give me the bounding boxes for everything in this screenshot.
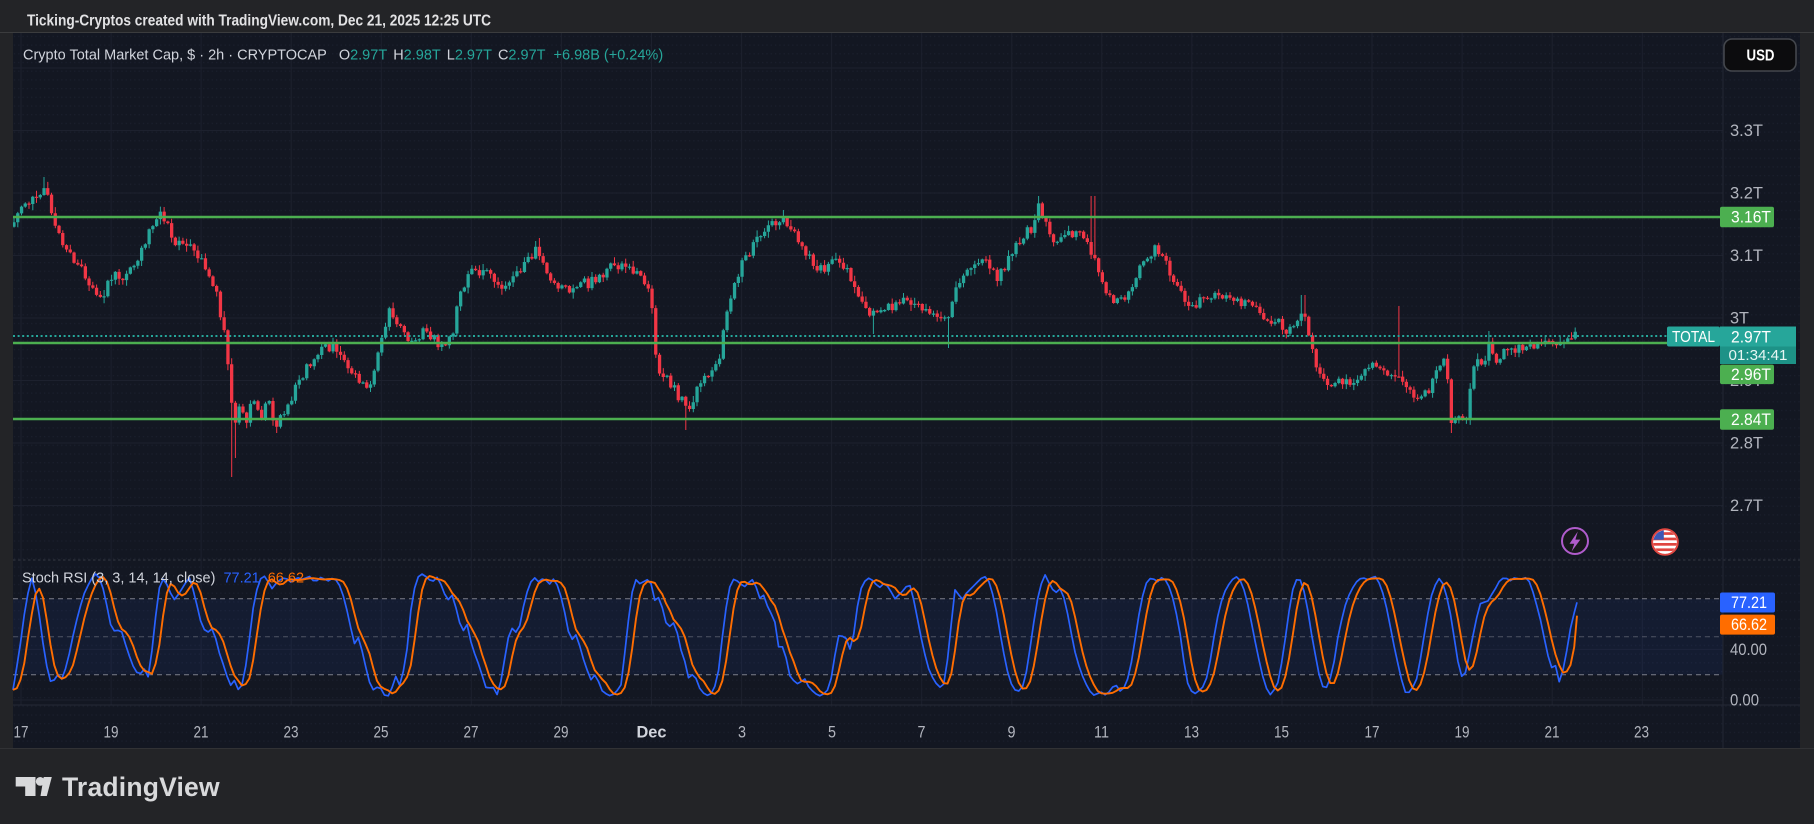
svg-text:19: 19 xyxy=(1455,723,1470,741)
svg-text:19: 19 xyxy=(104,723,119,741)
svg-text:3.16T: 3.16T xyxy=(1731,208,1771,227)
svg-text:11: 11 xyxy=(1094,723,1109,741)
svg-text:9: 9 xyxy=(1008,723,1016,741)
svg-text:Ticking-Cryptos created with T: Ticking-Cryptos created with TradingView… xyxy=(27,13,491,30)
svg-text:01:34:41: 01:34:41 xyxy=(1729,348,1788,364)
svg-text:7: 7 xyxy=(918,723,926,741)
svg-text:66.62: 66.62 xyxy=(1731,615,1767,634)
svg-text:25: 25 xyxy=(374,723,389,741)
svg-text:21: 21 xyxy=(1545,723,1560,741)
svg-text:2.97T: 2.97T xyxy=(1731,327,1771,346)
svg-text:USD: USD xyxy=(1747,48,1775,65)
svg-text:Crypto Total Market Cap, $ · 2: Crypto Total Market Cap, $ · 2h · CRYPTO… xyxy=(23,48,663,64)
svg-text:27: 27 xyxy=(464,723,479,741)
svg-text:3.3T: 3.3T xyxy=(1730,121,1763,140)
svg-text:2.84T: 2.84T xyxy=(1731,410,1771,429)
svg-text:2.8T: 2.8T xyxy=(1730,434,1763,453)
svg-text:5: 5 xyxy=(828,723,836,741)
svg-text:Dec: Dec xyxy=(637,723,667,741)
svg-text:2.7T: 2.7T xyxy=(1730,496,1763,515)
svg-text:13: 13 xyxy=(1184,723,1199,741)
svg-text:29: 29 xyxy=(554,723,569,741)
svg-text:3.1T: 3.1T xyxy=(1730,246,1763,265)
svg-text:40.00: 40.00 xyxy=(1730,640,1767,659)
svg-text:TOTAL: TOTAL xyxy=(1672,329,1715,346)
svg-text:23: 23 xyxy=(284,723,299,741)
svg-text:TradingView: TradingView xyxy=(62,772,220,802)
svg-text:3.2T: 3.2T xyxy=(1730,184,1763,203)
svg-text:3T: 3T xyxy=(1730,309,1749,328)
svg-text:21: 21 xyxy=(194,723,209,741)
svg-text:17: 17 xyxy=(14,723,29,741)
svg-text:2.96T: 2.96T xyxy=(1731,365,1771,384)
svg-text:3: 3 xyxy=(738,723,746,741)
svg-text:77.21: 77.21 xyxy=(1731,593,1767,612)
svg-text:17: 17 xyxy=(1365,723,1380,741)
svg-text:0.00: 0.00 xyxy=(1730,691,1759,710)
svg-text:23: 23 xyxy=(1634,723,1649,741)
svg-text:Stoch RSI (3, 3, 14, 14, close: Stoch RSI (3, 3, 14, 14, close) 77.21 66.6… xyxy=(22,571,304,587)
svg-text:15: 15 xyxy=(1274,723,1289,741)
